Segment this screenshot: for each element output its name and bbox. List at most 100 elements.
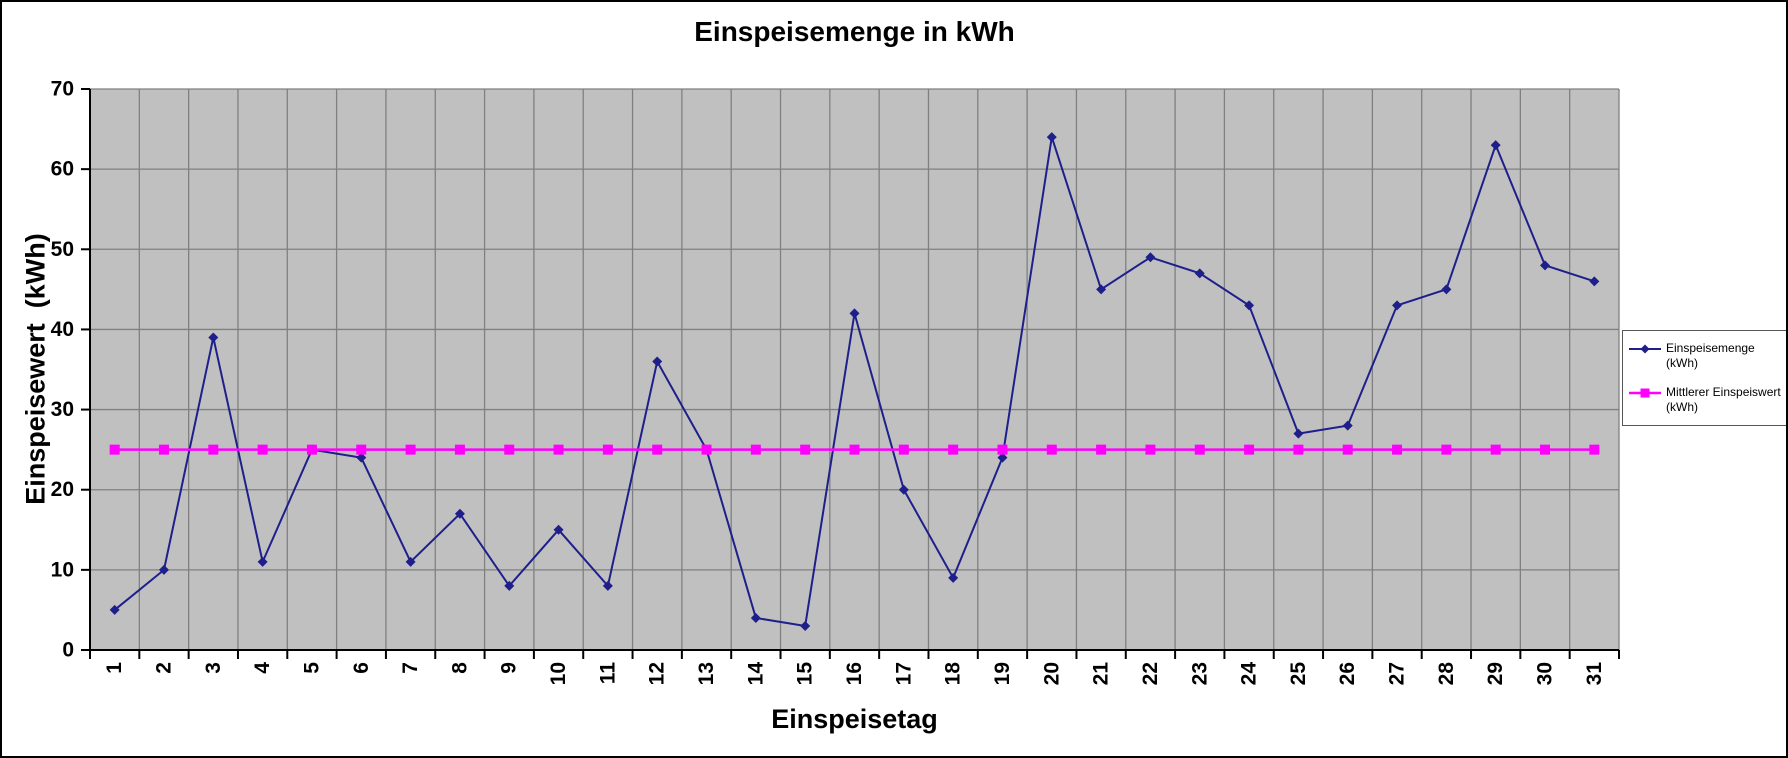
chart-title: Einspeisemenge in kWh [694,16,1015,47]
einspeisemenge-swatch-icon [1629,344,1661,354]
mittelwert-marker [1194,444,1205,455]
mittelwert-marker [750,444,761,455]
mittelwert-marker [948,444,959,455]
x-tick-label: 8 [448,662,471,674]
x-axis-title: Einspeisetag [771,704,938,734]
mittelwert-marker [553,444,564,455]
einspeisemenge-marker [1540,260,1551,271]
y-tick-label: 10 [51,558,74,581]
legend-label-einspeisemenge: Einspeisemenge (kWh) [1666,341,1755,370]
einspeisemenge-marker [602,580,613,591]
x-tick-label: 7 [399,662,422,674]
legend-label-mittelwert: Mittlerer Einspeiswert (kWh) [1666,385,1781,414]
y-tick-label: 60 [51,158,74,181]
x-tick-label: 28 [1435,662,1458,686]
einspeisemenge-marker [504,580,515,591]
x-tick-label: 25 [1287,662,1310,686]
x-tick-label: 27 [1386,662,1409,685]
x-tick-label: 19 [991,662,1014,685]
x-tick-label: 16 [843,662,866,685]
y-tick-label: 30 [51,398,74,421]
x-tick-label: 22 [1139,662,1162,685]
mittelwert-marker [1392,444,1403,455]
x-tick-label: 14 [744,662,767,686]
einspeisemenge-marker [750,612,761,623]
mittelwert-marker [1244,444,1255,455]
einspeisemenge-marker [1589,276,1600,287]
einspeisemenge-marker [553,524,564,535]
mittelwert-marker [1540,444,1551,455]
einspeisemenge-marker [1342,420,1353,431]
einspeisemenge-marker [405,556,416,567]
mittelwert-marker [405,444,416,455]
x-tick-label: 30 [1534,662,1557,685]
x-tick-label: 6 [350,662,373,674]
y-tick-label: 70 [51,78,74,101]
x-tick-label: 26 [1336,662,1359,685]
einspeisemenge-marker [1490,140,1501,151]
einspeisemenge-marker [898,484,909,495]
x-tick-label: 9 [498,662,521,674]
x-tick-label: 29 [1484,662,1507,685]
y-tick-label: 20 [51,478,74,501]
einspeisemenge-marker [1392,300,1403,311]
x-tick-label: 5 [300,662,323,674]
mittelwert-marker [109,444,120,455]
x-tick-label: 20 [1040,662,1063,685]
mittelwert-marker [158,444,169,455]
y-tick-label: 50 [51,238,74,261]
x-tick-label: 23 [1188,662,1211,685]
mittelwert-marker [356,444,367,455]
legend: Einspeisemenge (kWh) Mittlerer Einspeisw… [1622,330,1786,426]
y-axis-title: Einspeisewert (kWh) [20,233,51,505]
mittelwert-marker [1441,444,1452,455]
x-tick-label: 13 [695,662,718,685]
einspeisemenge-marker [208,332,219,343]
einspeisemenge-marker [158,564,169,575]
einspeisemenge-marker [1145,252,1156,263]
x-tick-label: 2 [152,662,175,674]
y-tick-label: 40 [51,318,74,341]
einspeisemenge-marker [800,620,811,631]
mittelwert-marker [701,444,712,455]
mittelwert-marker [800,444,811,455]
einspeisemenge-marker [849,308,860,319]
mittelwert-marker [257,444,268,455]
einspeisemenge-marker [997,452,1008,463]
x-tick-label: 4 [251,662,274,674]
einspeisemenge-marker [454,508,465,519]
einspeisemenge-marker [1244,300,1255,311]
einspeisemenge-marker [109,604,120,615]
einspeisemenge-marker [1441,284,1452,295]
mittelwert-marker [898,444,909,455]
mittelwert-marker [208,444,219,455]
plot-background [90,89,1619,650]
legend-entry-einspeisemenge: Einspeisemenge (kWh) [1629,341,1783,371]
x-tick-label: 31 [1583,662,1606,686]
mittelwert-marker [1046,444,1057,455]
einspeisemenge-marker [1096,284,1107,295]
x-tick-label: 3 [202,662,225,674]
x-tick-label: 10 [547,662,570,685]
x-tick-label: 11 [596,662,619,685]
legend-entry-mittelwert: Mittlerer Einspeiswert (kWh) [1629,385,1783,415]
einspeisemenge-marker [1194,268,1205,279]
x-tick-label: 24 [1238,662,1261,686]
einspeisemenge-marker [1293,428,1304,439]
mittelwert-marker [1490,444,1501,455]
mittelwert-marker [1342,444,1353,455]
x-tick-label: 1 [103,662,126,674]
mittelwert-marker [849,444,860,455]
mittelwert-swatch-icon [1629,388,1661,398]
einspeisemenge-marker [1046,132,1057,143]
mittelwert-marker [1096,444,1107,455]
einspeisemenge-marker [257,556,268,567]
mittelwert-marker [997,444,1008,455]
mittelwert-marker [1589,444,1600,455]
x-tick-label: 18 [942,662,965,686]
mittelwert-marker [652,444,663,455]
x-tick-label: 17 [892,662,915,685]
einspeisemenge-marker [652,356,663,367]
y-tick-label: 0 [62,639,74,662]
